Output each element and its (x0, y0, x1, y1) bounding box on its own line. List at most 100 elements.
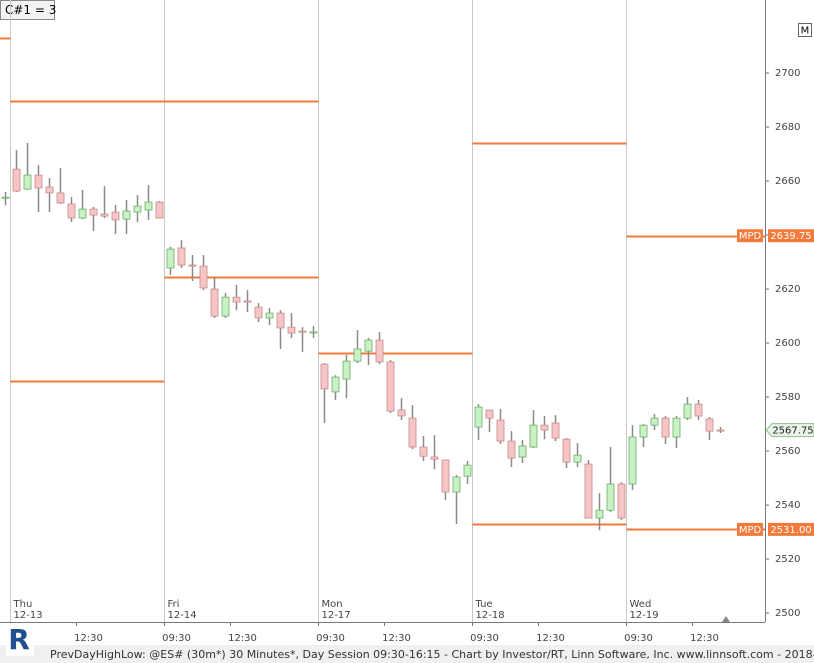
candle-body (474, 406, 483, 428)
candle-body (221, 296, 230, 317)
candle-body (298, 330, 307, 333)
y-tick-label: 2500 (775, 608, 800, 619)
candle-body (166, 248, 175, 269)
study-box (0, 0, 55, 20)
candle-body (584, 463, 593, 519)
candle-body (342, 360, 351, 380)
candle-body (133, 205, 142, 213)
candle-body (111, 211, 120, 221)
candle-body (232, 296, 241, 303)
day-name: Wed (630, 599, 652, 610)
candle-body (243, 300, 252, 303)
candle-body (331, 376, 340, 393)
candle-body (496, 419, 505, 442)
tag-name: MPD (739, 231, 762, 242)
x-tick-label: 09:30 (316, 633, 345, 644)
footer-text: PrevDayHighLow: @ES# (30m*) 30 Minutes*,… (50, 648, 814, 661)
candle-body (485, 409, 494, 419)
candle-body (34, 174, 43, 189)
day-date: 12-17 (322, 610, 351, 621)
candle-body (452, 476, 461, 493)
last-price-box (765, 423, 814, 438)
candle-body (573, 454, 582, 463)
tag-name-box (737, 229, 763, 243)
candle-body (694, 403, 703, 417)
candle-body (309, 331, 318, 334)
candle-body (386, 361, 395, 412)
candle-body (672, 417, 681, 438)
candle-body (529, 424, 538, 448)
candle-body (661, 417, 670, 438)
day-name: Thu (13, 599, 33, 610)
candle-body (23, 174, 32, 190)
candle-body (397, 409, 406, 417)
candle-body (562, 438, 571, 463)
candle-body (650, 417, 659, 426)
tag-name: MPD (739, 525, 762, 536)
x-tick-label: 09:30 (624, 633, 653, 644)
candle-body (430, 456, 439, 460)
y-tick-label: 2660 (775, 176, 800, 187)
y-tick-label: 2560 (775, 446, 800, 457)
candle-body (628, 436, 637, 485)
candle-body (320, 363, 329, 390)
logo: R (8, 623, 30, 656)
y-tick-label: 2520 (775, 554, 800, 565)
candle-body (540, 424, 549, 431)
candle-body (265, 312, 274, 319)
day-date: 12-18 (476, 610, 505, 621)
x-tick-label: 09:30 (162, 633, 191, 644)
day-name: Tue (475, 599, 493, 610)
candle-body (276, 312, 285, 329)
candle-body (408, 417, 417, 448)
candle-body (122, 210, 131, 220)
candle-body (716, 429, 725, 432)
tag-name-box (737, 522, 763, 536)
day-date: 12-14 (168, 610, 197, 621)
x-tick-label: 12:30 (690, 633, 719, 644)
candle-body (595, 509, 604, 519)
candle-body (419, 446, 428, 457)
day-date: 12-19 (630, 610, 659, 621)
y-tick-label: 2680 (775, 122, 800, 133)
candle-body (56, 192, 65, 204)
candle-body (12, 168, 21, 192)
y-tick-label: 2580 (775, 392, 800, 403)
candle-body (375, 339, 384, 363)
tag-value-box (768, 522, 814, 536)
mode-button-label[interactable]: M (801, 26, 810, 37)
candle-body (100, 213, 109, 217)
candle-body (254, 306, 263, 319)
tag-value: 2531.00 (770, 525, 811, 536)
candle-body (78, 208, 87, 219)
candle-body (463, 464, 472, 477)
x-tick-label: 12:30 (536, 633, 565, 644)
candle-body (353, 348, 362, 362)
day-date: 12-13 (14, 610, 43, 621)
candle-body (67, 203, 76, 219)
y-tick-label: 2600 (775, 338, 800, 349)
x-tick-label: 12:30 (228, 633, 257, 644)
candle-body (606, 483, 615, 511)
candle-body (364, 339, 373, 352)
last-price: 2567.75 (772, 426, 813, 437)
candle-body (155, 201, 164, 219)
candle-body (705, 418, 714, 432)
x-tick-label: 09:30 (470, 633, 499, 644)
scroll-marker (722, 616, 730, 622)
candle-body (551, 422, 560, 439)
mode-button[interactable] (798, 23, 812, 37)
day-name: Mon (322, 599, 343, 610)
candle-body (617, 483, 626, 519)
logo-box (6, 626, 34, 656)
x-tick-label: 12:30 (74, 633, 103, 644)
candle-body (210, 288, 219, 317)
candle-body (177, 247, 186, 266)
candle-body (1, 196, 10, 199)
candle-body (287, 326, 296, 334)
tag-value: 2639.75 (770, 231, 811, 242)
y-tick-label: 2540 (775, 500, 800, 511)
